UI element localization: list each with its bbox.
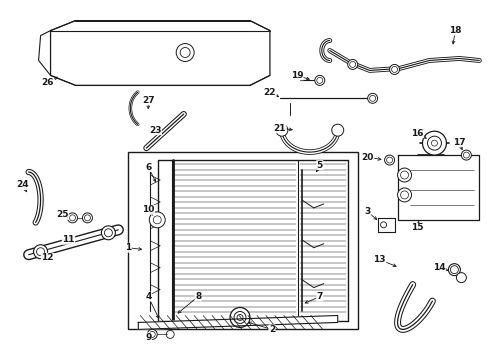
Circle shape <box>176 44 194 62</box>
Bar <box>128 152 357 329</box>
Text: 2: 2 <box>268 325 274 334</box>
Text: 1: 1 <box>125 243 131 252</box>
Circle shape <box>147 329 157 339</box>
Circle shape <box>455 273 466 283</box>
Text: 10: 10 <box>142 206 154 215</box>
Text: 15: 15 <box>410 223 423 232</box>
Text: 11: 11 <box>62 235 75 244</box>
Text: 3: 3 <box>364 207 370 216</box>
Text: 14: 14 <box>432 263 445 272</box>
Circle shape <box>397 168 411 182</box>
Text: 12: 12 <box>41 253 54 262</box>
Circle shape <box>314 75 324 85</box>
Circle shape <box>149 212 165 228</box>
Text: 25: 25 <box>56 210 69 219</box>
Circle shape <box>67 213 77 223</box>
Circle shape <box>347 59 357 69</box>
Text: 22: 22 <box>263 88 276 97</box>
Text: 16: 16 <box>410 129 423 138</box>
Text: 19: 19 <box>290 71 303 80</box>
Text: 17: 17 <box>452 138 465 147</box>
Polygon shape <box>138 315 337 329</box>
Circle shape <box>82 213 92 223</box>
Circle shape <box>389 64 399 75</box>
Text: 8: 8 <box>195 292 201 301</box>
Polygon shape <box>397 155 478 220</box>
Text: 5: 5 <box>316 161 322 170</box>
Circle shape <box>229 307 249 328</box>
Text: 4: 4 <box>145 292 151 301</box>
Polygon shape <box>377 218 394 232</box>
Circle shape <box>422 131 446 155</box>
Text: 18: 18 <box>448 26 461 35</box>
Polygon shape <box>50 21 269 85</box>
Circle shape <box>461 150 470 160</box>
Text: 9: 9 <box>145 333 151 342</box>
Circle shape <box>384 155 394 165</box>
Circle shape <box>397 188 411 202</box>
Circle shape <box>367 93 377 103</box>
Text: 6: 6 <box>145 163 151 172</box>
Text: 13: 13 <box>373 255 385 264</box>
Text: 23: 23 <box>149 126 161 135</box>
Text: 27: 27 <box>142 96 154 105</box>
Circle shape <box>34 245 47 259</box>
Text: 26: 26 <box>41 78 54 87</box>
Text: 7: 7 <box>316 292 322 301</box>
Circle shape <box>331 124 343 136</box>
Circle shape <box>447 264 459 276</box>
Circle shape <box>380 222 386 228</box>
Circle shape <box>101 226 115 240</box>
Text: 21: 21 <box>273 124 285 133</box>
Circle shape <box>275 124 287 136</box>
Text: 20: 20 <box>361 153 373 162</box>
Text: 24: 24 <box>16 180 29 189</box>
